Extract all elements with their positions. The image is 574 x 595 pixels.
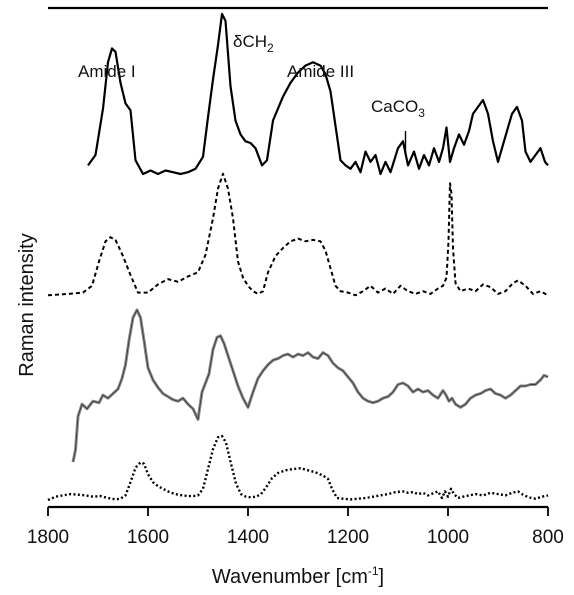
x-tick-label-1200: 1200 [327,527,369,548]
spectrum-series-3-core [72,309,549,463]
y-axis-label: Raman intensity [16,233,38,376]
annotation-delta-ch2: δCH2 [233,32,274,55]
x-tick-label-1000: 1000 [427,527,469,548]
annotation-caco3: CaCO3 [371,97,425,120]
annotation-amide-i: Amide I [78,62,136,81]
plot-frame [48,6,548,509]
x-tick-label-1400: 1400 [227,527,269,548]
x-axis-ticks: 1800 1600 1400 1200 1000 800 [27,507,564,548]
x-axis-label: Wavenumber [cm-1] [212,564,384,588]
x-tick-label-1600: 1600 [127,527,169,548]
spectrum-series-3 [71,308,549,463]
spectrum-series-1 [87,12,549,176]
spectrum-series-4 [47,434,549,502]
series-layer [47,12,549,502]
x-tick-label-1800: 1800 [27,527,69,548]
x-tick-label-800: 800 [532,527,564,548]
spectrum-series-2 [47,172,549,297]
annotation-amide-iii: Amide III [287,62,354,81]
